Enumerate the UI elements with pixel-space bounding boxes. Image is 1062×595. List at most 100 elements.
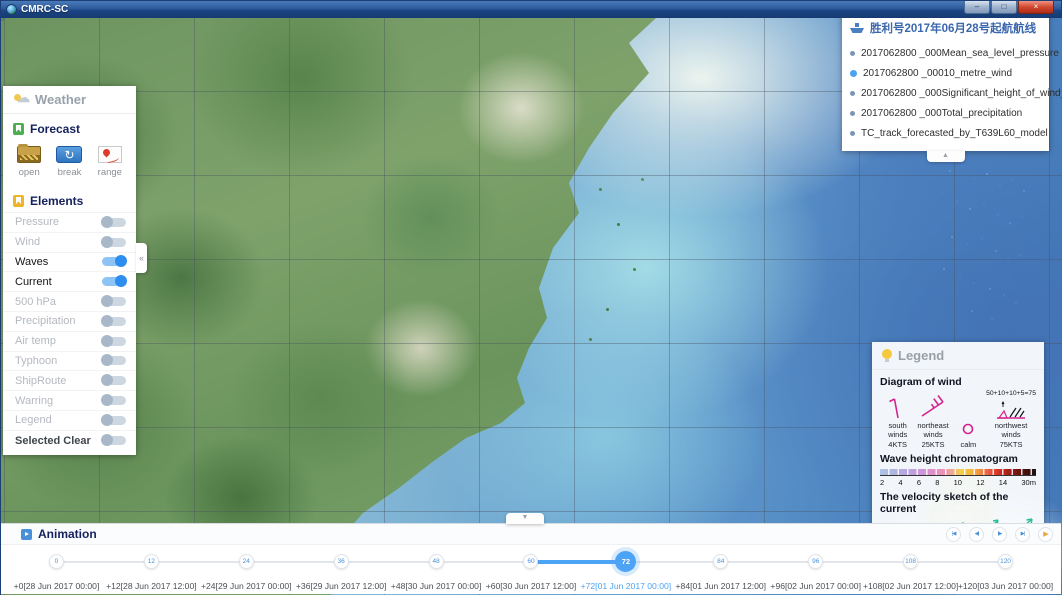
timeline[interactable]: 0 +0[28 Jun 2017 00:00] 12 +12[28 Jun 2017… [1,545,1061,593]
warring-toggle[interactable] [101,394,126,407]
timeline-step-108: 108 +108[02 Jun 2017 12:00] [863,545,958,591]
wind-diagram-title: Diagram of wind [880,376,962,388]
animation-collapse-tab[interactable]: ▼ [506,513,544,524]
timeline-node[interactable]: 36 [333,554,349,569]
wind-entry-northeast: northeast winds 25KTS [915,395,950,449]
route-item[interactable]: TC_track_forecasted_by_T639L60_model [842,123,1049,143]
elements-section-title: Elements [3,186,136,212]
route-item-dot [850,130,855,136]
timeline-node[interactable]: 120 [998,554,1014,569]
lightbulb-icon [882,349,892,362]
timeline-step-36: 36 +36[29 Jun 2017 12:00] [294,545,389,591]
precipitation-toggle[interactable] [101,314,126,327]
element-row-legend[interactable]: Legend [3,411,136,431]
timeline-node[interactable]: 72 [615,551,637,572]
step-forward-button[interactable]: |▶ [992,527,1007,542]
wind-entry-northwest: 50+10+10+5=75 northwest winds 75KTS [986,390,1036,449]
app-icon [6,4,17,15]
element-row-waves[interactable]: Waves [3,253,136,273]
weather-panel-collapse-tab[interactable]: « [136,243,147,273]
timeline-node[interactable]: 96 [808,554,824,569]
legend-toggle[interactable] [101,413,126,426]
route-panel-collapse-tab[interactable]: ▲ [926,151,965,162]
timeline-node[interactable]: 108 [903,554,919,569]
wind-barb-25kts-icon [921,395,944,417]
skip-end-button[interactable]: ▶| [1015,527,1030,542]
wind-toggle[interactable] [101,235,126,248]
forecast-break-button[interactable]: ↻ break [56,146,83,178]
elements-list: Pressure Wind Waves Current 500 hPa Prec… [3,212,136,455]
element-row-shiproute[interactable]: ShipRoute [3,371,136,392]
skip-start-button[interactable]: |◀ [946,527,961,542]
close-button[interactable]: × [1018,1,1054,14]
pressure-toggle[interactable] [101,215,126,228]
minimize-button[interactable]: – [964,1,990,14]
timeline-progress [531,560,626,564]
timeline-step-60: 60 +60[30 Jun 2017 12:00] [484,545,579,591]
wind-barb-75kts-icon [997,400,1026,419]
weather-panel-title: Weather [35,92,87,107]
route-item-dot [850,110,855,116]
element-row-selected-clear[interactable]: Selected Clear [3,431,136,455]
refresh-icon: ↻ [56,146,83,163]
timeline-node[interactable]: 48 [428,554,444,569]
route-item[interactable]: 2017062800 _00010_metre_wind [842,63,1049,83]
title-bar[interactable]: CMRC-SC – □ × [1,1,1061,18]
wind-formula: 50+10+10+5=75 [986,390,1036,397]
current-toggle[interactable] [102,275,127,288]
500hpa-toggle[interactable] [101,295,126,308]
timeline-node[interactable]: 60 [523,554,539,569]
current-velocity-title: The velocity sketch of the current [880,491,1009,516]
route-item-dot [850,50,855,56]
element-row-airtemp[interactable]: Air temp [3,332,136,352]
element-row-typhoon[interactable]: Typhoon [3,352,136,372]
shiproute-toggle[interactable] [101,374,126,387]
route-list: 2017062800 _000Mean_sea_level_pressure 2… [842,41,1062,151]
step-back-button[interactable]: ◀| [969,527,984,542]
route-panel-title: 胜利号2017年06月28号起航航线 [870,23,1037,35]
calm-circle-icon [963,423,974,435]
timeline-step-72: 72 +72[01 Jun 2017 00:00] [578,545,673,591]
timeline-node[interactable]: 84 [713,554,729,569]
animation-icon [21,528,32,540]
selected-clear-toggle[interactable] [101,434,126,447]
play-button[interactable]: ▶ [1038,527,1053,542]
window-title: CMRC-SC [21,4,69,15]
wave-chromatogram-title: Wave height chromatogram [880,453,1018,466]
forecast-range-button[interactable]: range [90,146,130,178]
timeline-step-12: 12 +12[28 Jun 2017 12:00] [104,545,199,591]
timeline-step-24: 24 +24[29 Jun 2017 00:00] [199,545,294,591]
element-row-500hpa[interactable]: 500 hPa [3,292,136,312]
map-pin-icon [97,146,122,163]
element-row-precipitation[interactable]: Precipitation [3,312,136,332]
typhoon-toggle[interactable] [101,354,126,367]
animation-header: Animation |◀ ◀| |▶ ▶| ▶ [1,524,1061,545]
airtemp-toggle[interactable] [101,334,126,347]
timeline-node[interactable]: 12 [143,554,159,569]
animation-title: Animation [38,527,97,541]
wave-colorbar-ticks: 2 4 6 8 10 12 14 30m [880,478,1036,488]
forecast-open-button[interactable]: open [9,144,49,178]
forecast-bookmark-icon [13,123,24,135]
legend-panel-title: Legend [898,348,945,363]
route-item[interactable]: 2017062800 _000Total_precipitation [842,103,1049,123]
ship-icon [850,23,864,33]
element-row-pressure[interactable]: Pressure [3,213,136,233]
animation-bar: ▼ Animation |◀ ◀| |▶ ▶| ▶ 0 +0[28 Jun 201… [1,513,1061,594]
route-panel: 胜利号2017年06月28号起航航线 2017062800 _000Mean_s… [842,13,1062,162]
element-row-wind[interactable]: Wind [3,233,136,253]
timeline-node[interactable]: 24 [238,554,254,569]
current-speckles-layer [1,18,3,20]
route-item[interactable]: 2017062800 _000Mean_sea_level_pressure [842,43,1059,63]
timeline-node[interactable]: 0 [48,554,64,569]
forecast-section-title: Forecast [3,114,136,140]
maximize-button[interactable]: □ [991,1,1017,14]
element-row-warring[interactable]: Warring [3,391,136,411]
wind-entry-calm: calm [951,414,986,449]
element-row-current[interactable]: Current [3,272,136,293]
weather-panel-header: Weather [3,86,136,114]
timeline-step-0: 0 +0[28 Jun 2017 00:00] [9,545,104,591]
route-item[interactable]: 2017062800 _000Significant_height_of_win… [842,83,1062,103]
waves-toggle[interactable] [102,255,127,268]
